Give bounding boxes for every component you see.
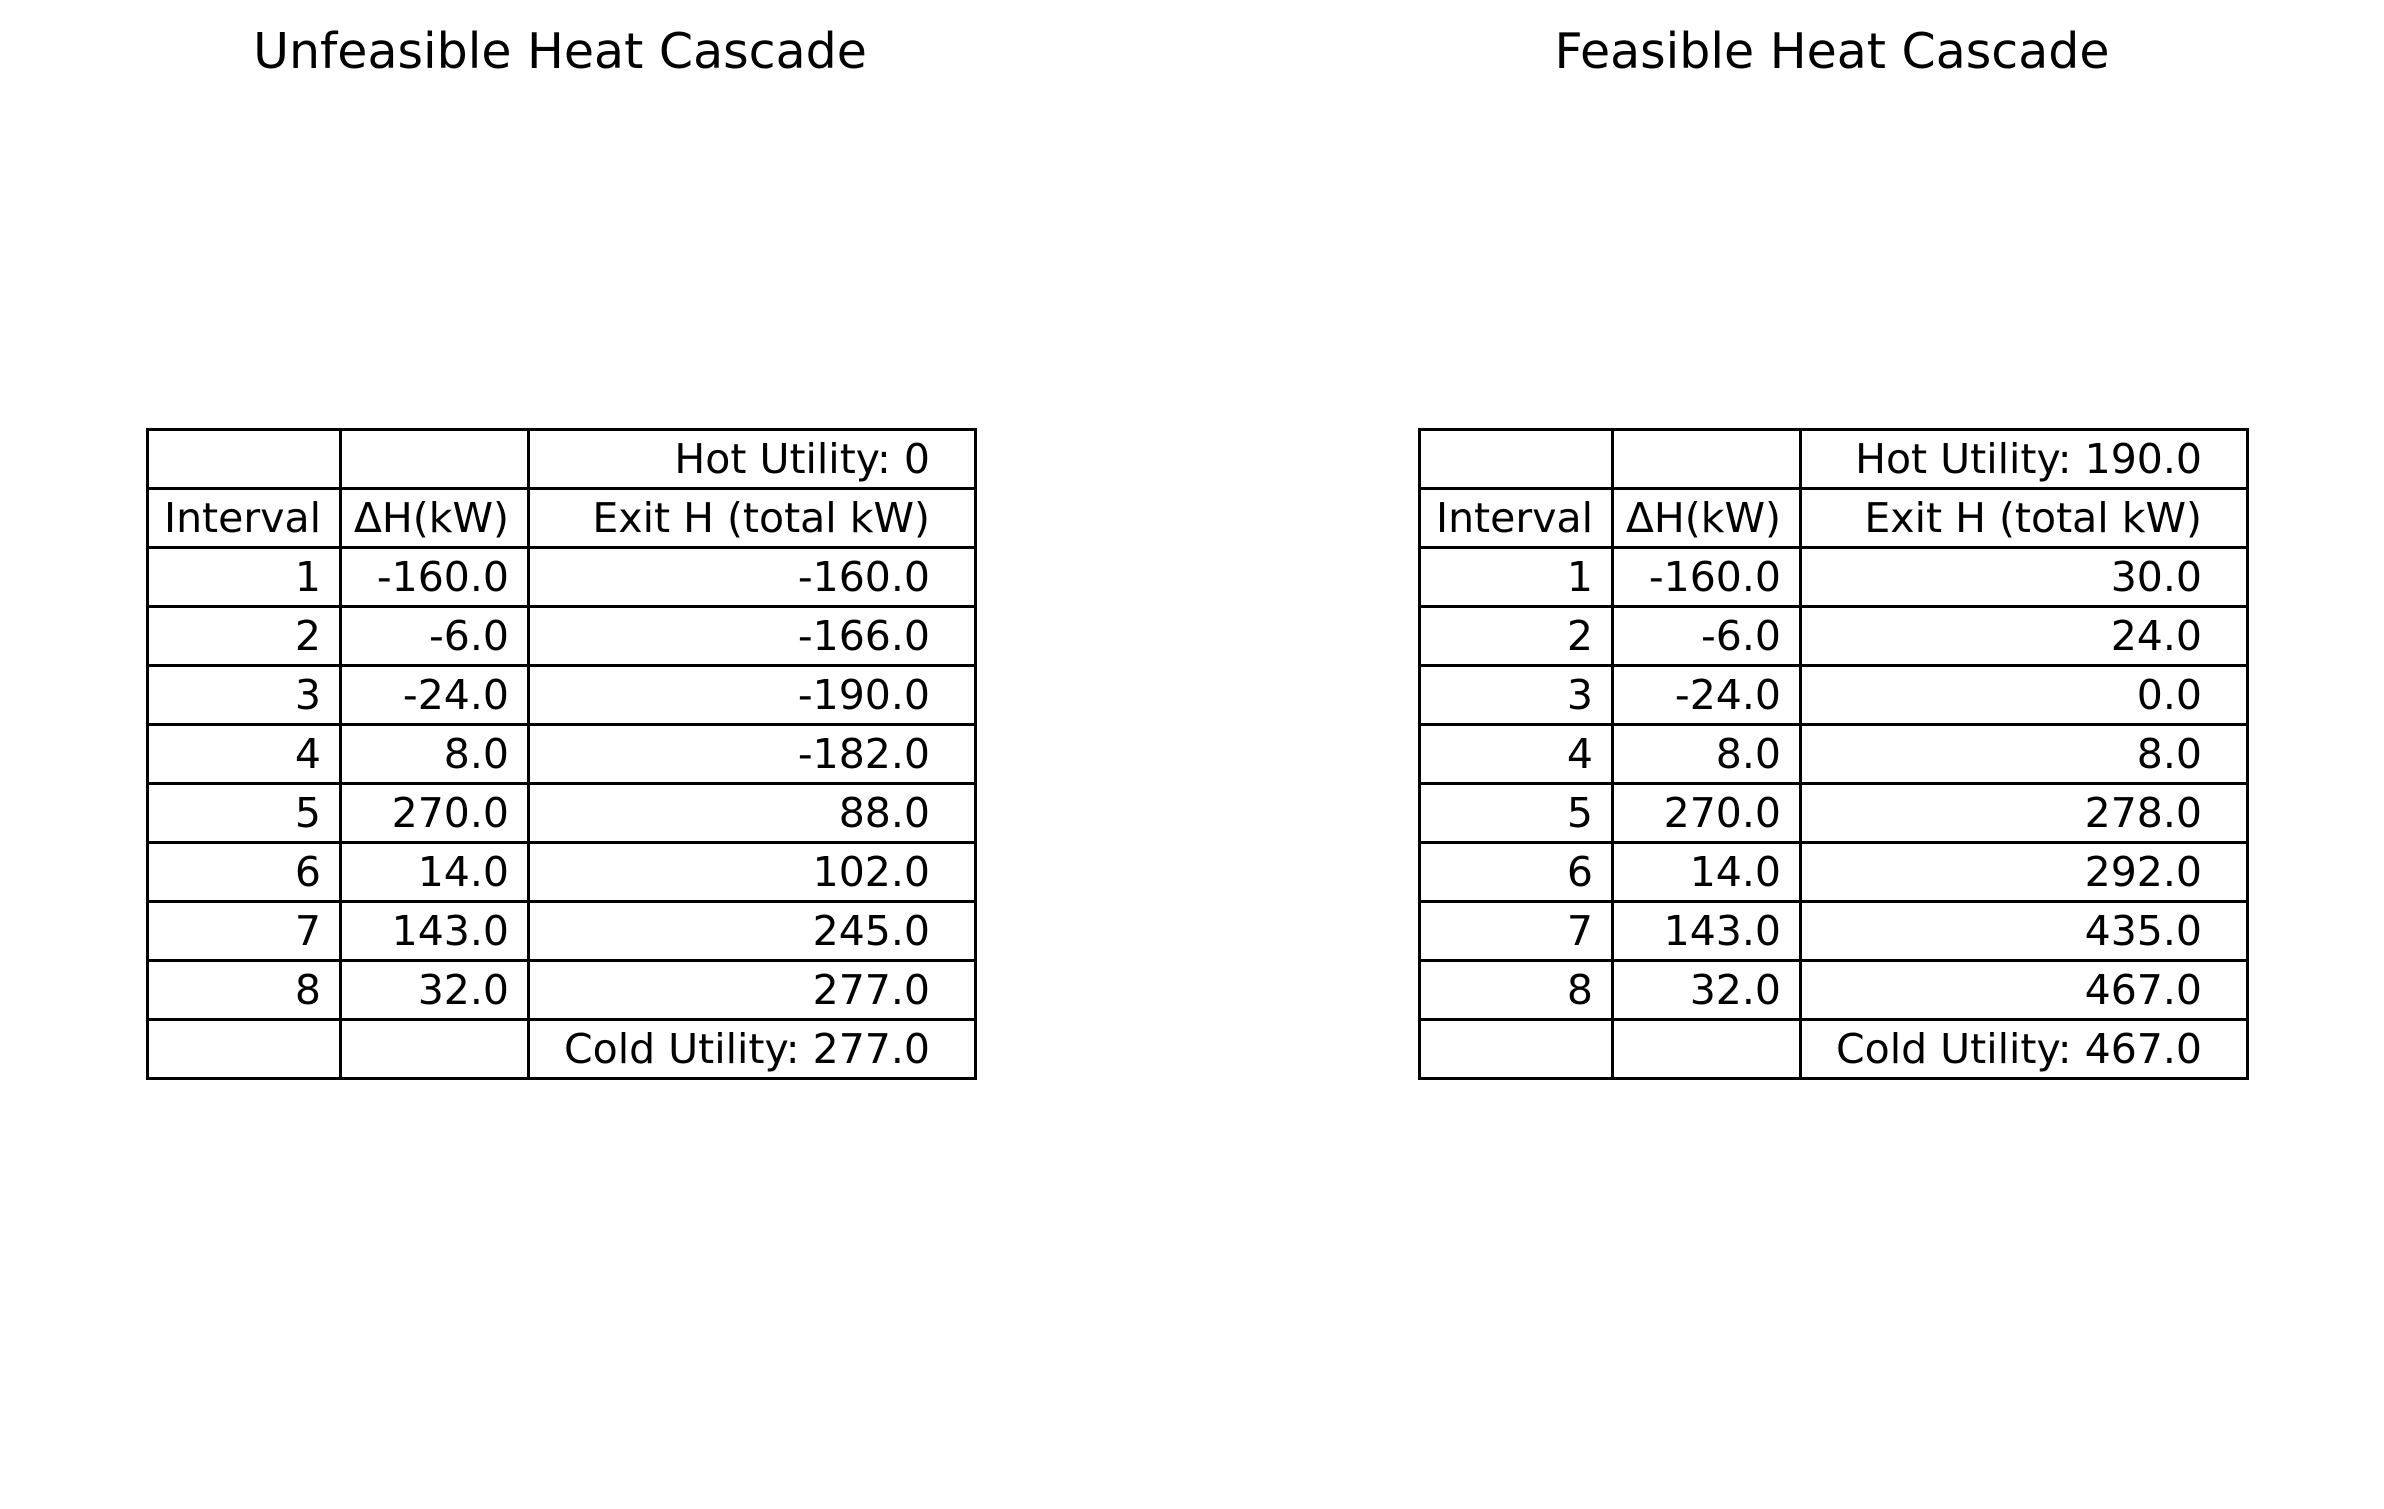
table-row: 6 14.0 292.0 bbox=[1418, 841, 2249, 903]
interval-cell: 2 bbox=[146, 605, 342, 667]
cold-utility-row: Cold Utility: 467.0 bbox=[1418, 1018, 2249, 1080]
cascade-table: Hot Utility: 190.0 Interval ΔH(kW) Exit … bbox=[1418, 428, 2249, 1080]
delta-h-cell: 8.0 bbox=[339, 723, 530, 785]
delta-h-cell: -6.0 bbox=[1611, 605, 1802, 667]
empty-cell bbox=[339, 428, 530, 490]
interval-cell: 4 bbox=[146, 723, 342, 785]
interval-cell: 4 bbox=[1418, 723, 1614, 785]
cold-utility-cell: Cold Utility: 467.0 bbox=[1799, 1018, 2249, 1080]
exit-h-cell: 0.0 bbox=[1799, 664, 2249, 726]
hot-utility-row: Hot Utility: 190.0 bbox=[1418, 428, 2249, 490]
table-row: 4 8.0 8.0 bbox=[1418, 723, 2249, 785]
exit-h-cell: 467.0 bbox=[1799, 959, 2249, 1021]
interval-cell: 5 bbox=[146, 782, 342, 844]
empty-cell bbox=[146, 1018, 342, 1080]
panel-title: Unfeasible Heat Cascade bbox=[253, 23, 867, 80]
exit-h-cell: -190.0 bbox=[527, 664, 977, 726]
header-row: Interval ΔH(kW) Exit H (total kW) bbox=[1418, 487, 2249, 549]
empty-cell bbox=[1418, 428, 1614, 490]
interval-cell: 6 bbox=[1418, 841, 1614, 903]
table-row: 7 143.0 435.0 bbox=[1418, 900, 2249, 962]
interval-cell: 5 bbox=[1418, 782, 1614, 844]
header-delta-h: ΔH(kW) bbox=[339, 487, 530, 549]
interval-cell: 3 bbox=[1418, 664, 1614, 726]
delta-h-cell: 32.0 bbox=[339, 959, 530, 1021]
table-row: 5 270.0 278.0 bbox=[1418, 782, 2249, 844]
empty-cell bbox=[1611, 428, 1802, 490]
interval-cell: 7 bbox=[146, 900, 342, 962]
delta-h-cell: -24.0 bbox=[339, 664, 530, 726]
delta-h-cell: -6.0 bbox=[339, 605, 530, 667]
exit-h-cell: 24.0 bbox=[1799, 605, 2249, 667]
header-row: Interval ΔH(kW) Exit H (total kW) bbox=[146, 487, 977, 549]
interval-cell: 1 bbox=[1418, 546, 1614, 608]
exit-h-cell: 245.0 bbox=[527, 900, 977, 962]
hot-utility-row: Hot Utility: 0 bbox=[146, 428, 977, 490]
exit-h-cell: 8.0 bbox=[1799, 723, 2249, 785]
hot-utility-cell: Hot Utility: 0 bbox=[527, 428, 977, 490]
interval-cell: 2 bbox=[1418, 605, 1614, 667]
delta-h-cell: 143.0 bbox=[1611, 900, 1802, 962]
exit-h-cell: 88.0 bbox=[527, 782, 977, 844]
exit-h-cell: -166.0 bbox=[527, 605, 977, 667]
cascade-table-body: Hot Utility: 190.0 Interval ΔH(kW) Exit … bbox=[1418, 428, 2249, 1080]
table-row: 4 8.0 -182.0 bbox=[146, 723, 977, 785]
delta-h-cell: 270.0 bbox=[339, 782, 530, 844]
table-row: 6 14.0 102.0 bbox=[146, 841, 977, 903]
feasible-cascade-panel: Feasible Heat Cascade Hot Utility: 190.0… bbox=[1192, 0, 2384, 1509]
table-row: 7 143.0 245.0 bbox=[146, 900, 977, 962]
table-row: 2 -6.0 24.0 bbox=[1418, 605, 2249, 667]
interval-cell: 3 bbox=[146, 664, 342, 726]
header-interval: Interval bbox=[1418, 487, 1614, 549]
table-row: 5 270.0 88.0 bbox=[146, 782, 977, 844]
exit-h-cell: -160.0 bbox=[527, 546, 977, 608]
panel-title: Feasible Heat Cascade bbox=[1554, 23, 2110, 80]
interval-cell: 8 bbox=[1418, 959, 1614, 1021]
unfeasible-cascade-panel: Unfeasible Heat Cascade Hot Utility: 0 I… bbox=[146, 23, 977, 1080]
delta-h-cell: 270.0 bbox=[1611, 782, 1802, 844]
delta-h-cell: -160.0 bbox=[339, 546, 530, 608]
empty-cell bbox=[146, 428, 342, 490]
empty-cell bbox=[339, 1018, 530, 1080]
delta-h-cell: 143.0 bbox=[339, 900, 530, 962]
delta-h-cell: 32.0 bbox=[1611, 959, 1802, 1021]
delta-h-cell: 14.0 bbox=[1611, 841, 1802, 903]
interval-cell: 8 bbox=[146, 959, 342, 1021]
exit-h-cell: -182.0 bbox=[527, 723, 977, 785]
delta-h-cell: -24.0 bbox=[1611, 664, 1802, 726]
table-row: 2 -6.0 -166.0 bbox=[146, 605, 977, 667]
interval-cell: 6 bbox=[146, 841, 342, 903]
header-delta-h: ΔH(kW) bbox=[1611, 487, 1802, 549]
cascade-table-body: Hot Utility: 0 Interval ΔH(kW) Exit H (t… bbox=[146, 428, 977, 1080]
header-exit-h: Exit H (total kW) bbox=[1799, 487, 2249, 549]
delta-h-cell: 14.0 bbox=[339, 841, 530, 903]
exit-h-cell: 292.0 bbox=[1799, 841, 2249, 903]
empty-cell bbox=[1418, 1018, 1614, 1080]
table-row: 3 -24.0 0.0 bbox=[1418, 664, 2249, 726]
interval-cell: 1 bbox=[146, 546, 342, 608]
table-row: 8 32.0 277.0 bbox=[146, 959, 977, 1021]
table-row: 1 -160.0 -160.0 bbox=[146, 546, 977, 608]
delta-h-cell: -160.0 bbox=[1611, 546, 1802, 608]
exit-h-cell: 277.0 bbox=[527, 959, 977, 1021]
exit-h-cell: 435.0 bbox=[1799, 900, 2249, 962]
interval-cell: 7 bbox=[1418, 900, 1614, 962]
hot-utility-cell: Hot Utility: 190.0 bbox=[1799, 428, 2249, 490]
header-interval: Interval bbox=[146, 487, 342, 549]
cold-utility-cell: Cold Utility: 277.0 bbox=[527, 1018, 977, 1080]
header-exit-h: Exit H (total kW) bbox=[527, 487, 977, 549]
table-row: 3 -24.0 -190.0 bbox=[146, 664, 977, 726]
delta-h-cell: 8.0 bbox=[1611, 723, 1802, 785]
cascade-table: Hot Utility: 0 Interval ΔH(kW) Exit H (t… bbox=[146, 428, 977, 1080]
empty-cell bbox=[1611, 1018, 1802, 1080]
table-row: 8 32.0 467.0 bbox=[1418, 959, 2249, 1021]
exit-h-cell: 278.0 bbox=[1799, 782, 2249, 844]
exit-h-cell: 102.0 bbox=[527, 841, 977, 903]
cold-utility-row: Cold Utility: 277.0 bbox=[146, 1018, 977, 1080]
table-row: 1 -160.0 30.0 bbox=[1418, 546, 2249, 608]
exit-h-cell: 30.0 bbox=[1799, 546, 2249, 608]
